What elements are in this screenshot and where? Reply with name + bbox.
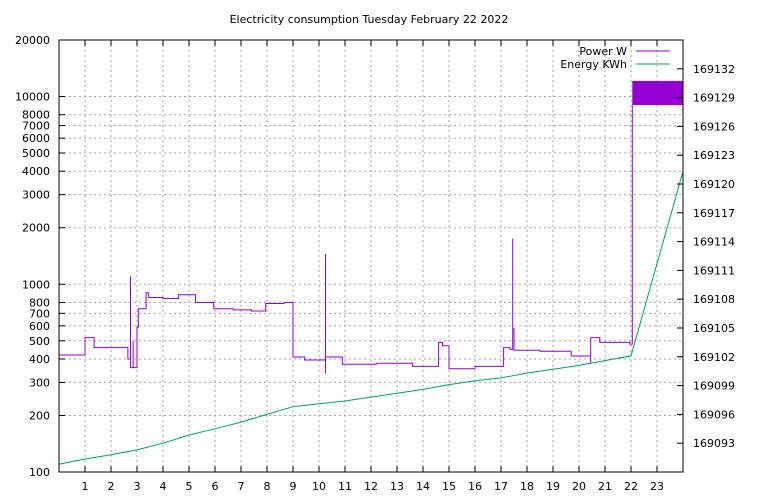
y-left-tick-label: 800 xyxy=(29,296,50,309)
y-right-tick-label: 169102 xyxy=(693,351,735,364)
y-left-tick-label: 3000 xyxy=(22,189,50,202)
y-left-tick-label: 7000 xyxy=(22,120,50,133)
y-left-tick-label: 8000 xyxy=(22,109,50,122)
x-tick-label: 18 xyxy=(520,480,534,493)
y-right-tick-label: 169108 xyxy=(693,293,735,306)
x-tick-label: 8 xyxy=(264,480,271,493)
y-left-tick-label: 1000 xyxy=(22,278,50,291)
y-right-tick-label: 169123 xyxy=(693,149,735,162)
x-tick-label: 20 xyxy=(572,480,586,493)
y-left-tick-label: 5000 xyxy=(22,147,50,160)
y-right-tick-label: 169117 xyxy=(693,207,735,220)
x-tick-label: 2 xyxy=(108,480,115,493)
y-right-tick-label: 169093 xyxy=(693,437,735,450)
y-left-tick-label: 500 xyxy=(29,335,50,348)
plot-marks xyxy=(58,80,684,465)
x-tick-label: 11 xyxy=(338,480,352,493)
y-left-tick-label: 600 xyxy=(29,320,50,333)
y-left-tick-label: 4000 xyxy=(22,165,50,178)
x-tick-label: 4 xyxy=(160,480,167,493)
y-right-tick-label: 169129 xyxy=(693,92,735,105)
x-tick-label: 3 xyxy=(134,480,141,493)
y-right-tick-label: 169126 xyxy=(693,120,735,133)
legend-label-energy: Energy KWh xyxy=(560,58,627,71)
y-left-tick-label: 700 xyxy=(29,307,50,320)
legend: Power W Energy KWh xyxy=(560,45,670,71)
x-tick-label: 9 xyxy=(290,480,297,493)
x-tick-label: 6 xyxy=(212,480,219,493)
x-tick-label: 12 xyxy=(364,480,378,493)
y-right-tick-label: 169132 xyxy=(693,63,735,76)
x-tick-label: 5 xyxy=(186,480,193,493)
y-left-tick-label: 20000 xyxy=(15,34,50,47)
y-left-tick-label: 200 xyxy=(29,409,50,422)
y-left-tick-label: 10000 xyxy=(15,91,50,104)
series-line-power xyxy=(58,105,633,374)
y-right-tick-label: 169120 xyxy=(693,178,735,191)
x-tick-label: 7 xyxy=(238,480,245,493)
x-tick-label: 22 xyxy=(624,480,638,493)
x-tick-label: 14 xyxy=(416,480,430,493)
x-tick-label: 10 xyxy=(312,480,326,493)
y-left-tick-label: 6000 xyxy=(22,132,50,145)
x-tick-label: 15 xyxy=(442,480,456,493)
chart-title: Electricity consumption Tuesday February… xyxy=(230,13,509,26)
series-line-energy xyxy=(58,171,684,465)
x-tick-label: 19 xyxy=(546,480,560,493)
x-tick-label: 21 xyxy=(598,480,612,493)
y-right-tick-label: 169099 xyxy=(693,380,735,393)
y-left-tick-label: 400 xyxy=(29,353,50,366)
grid xyxy=(59,40,683,472)
y-right-tick-label: 169114 xyxy=(693,236,735,249)
x-tick-label: 16 xyxy=(468,480,482,493)
legend-label-power: Power W xyxy=(579,45,627,58)
y-left-tick-label: 300 xyxy=(29,376,50,389)
y-right-tick-label: 169111 xyxy=(693,264,735,277)
axes: 1 2 3 4 5 6 7 8 9 10 11 12 13 14 15 16 17 18 19 20 21 22 23100… xyxy=(15,34,735,493)
x-tick-label: 23 xyxy=(650,480,664,493)
x-tick-label: 13 xyxy=(390,480,404,493)
y-left-tick-label: 2000 xyxy=(22,222,50,235)
y-left-tick-label: 100 xyxy=(29,466,50,479)
y-right-tick-label: 169105 xyxy=(693,322,735,335)
x-tick-label: 17 xyxy=(494,480,508,493)
x-tick-label: 1 xyxy=(82,480,89,493)
power-band xyxy=(632,80,683,106)
y-right-tick-label: 169096 xyxy=(693,408,735,421)
